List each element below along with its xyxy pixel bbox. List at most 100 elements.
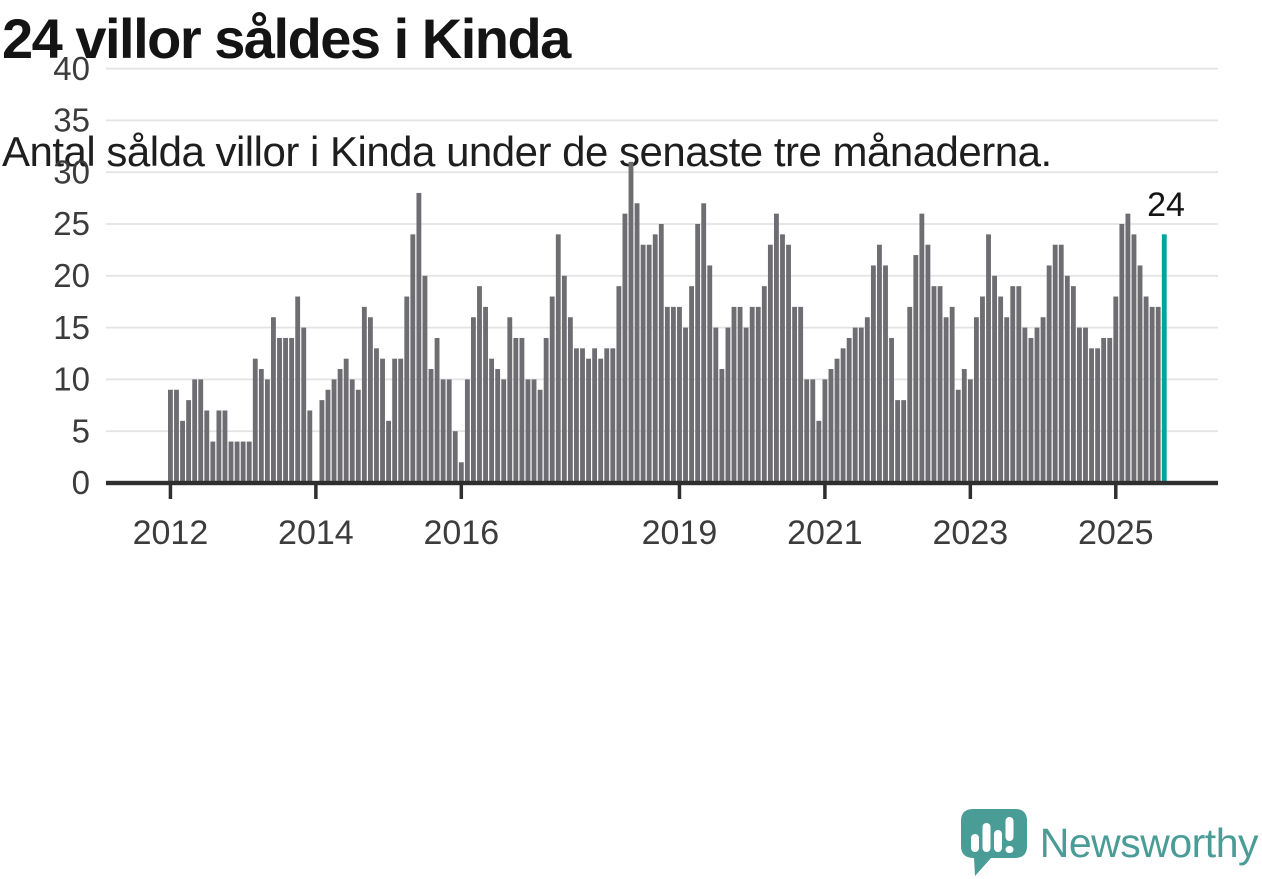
bar-month-30 <box>349 379 355 483</box>
bar-month-119 <box>889 337 894 483</box>
bar-month-142 <box>1028 337 1034 483</box>
x-axis-line <box>106 480 1218 486</box>
bar-month-162 <box>1149 306 1155 483</box>
bar-month-73 <box>610 348 616 483</box>
bar-month-135 <box>986 234 991 483</box>
bar-month-41 <box>416 192 422 483</box>
bar-month-9 <box>222 410 228 483</box>
bar-month-77 <box>634 203 640 483</box>
bar-month-74 <box>616 286 622 483</box>
bar-month-50 <box>471 317 476 483</box>
y-axis-label-15: 15 <box>53 309 90 346</box>
bar-month-27 <box>331 379 337 483</box>
y-axis-label-0: 0 <box>72 464 90 501</box>
bar-month-100 <box>774 213 779 483</box>
bar-month-156 <box>1113 296 1119 483</box>
bar-month-145 <box>1046 265 1052 483</box>
bar-month-70 <box>592 348 598 483</box>
bar-month-79 <box>646 244 652 483</box>
bar-month-69 <box>586 358 591 483</box>
bar-month-12 <box>240 441 246 483</box>
bar-month-19 <box>283 337 288 483</box>
x-axis-label-2023: 2023 <box>933 514 1009 552</box>
bar-month-93 <box>731 306 737 483</box>
bar-month-102 <box>786 244 791 483</box>
bar-month-117 <box>877 244 882 483</box>
bar-month-150 <box>1077 327 1082 483</box>
bar-month-85 <box>683 327 688 483</box>
bar-month-14 <box>252 358 258 483</box>
bar-month-46 <box>446 379 452 483</box>
bar-month-146 <box>1052 244 1058 483</box>
bar-month-138 <box>1004 317 1010 483</box>
bar-month-112 <box>846 337 852 483</box>
bar-month-57 <box>513 337 519 483</box>
bar-month-18 <box>277 337 282 483</box>
bar-month-113 <box>852 327 858 483</box>
bar-month-151 <box>1083 327 1088 483</box>
bar-month-111 <box>840 348 846 483</box>
bar-month-20 <box>289 337 295 483</box>
bar-month-155 <box>1107 337 1113 483</box>
bar-month-103 <box>792 306 798 483</box>
bar-month-124 <box>919 213 925 483</box>
x-axis-label-2025: 2025 <box>1078 514 1154 552</box>
x-axis-tick-2021 <box>823 485 827 499</box>
bar-month-54 <box>495 369 501 483</box>
bar-month-68 <box>580 348 585 483</box>
bar-month-99 <box>767 244 773 483</box>
x-axis-tick-2019 <box>677 485 682 499</box>
bar-month-65 <box>561 275 567 483</box>
bar-month-0 <box>168 389 173 483</box>
y-axis-label-40: 40 <box>53 50 90 87</box>
bar-month-44 <box>434 337 440 483</box>
bar-month-13 <box>246 441 252 483</box>
bar-month-140 <box>1016 286 1022 483</box>
bar-month-61 <box>537 389 543 483</box>
bar-month-78 <box>640 244 646 483</box>
bar-month-118 <box>883 265 888 483</box>
bar-month-120 <box>895 400 901 483</box>
y-axis-label-20: 20 <box>53 257 90 294</box>
bar-month-43 <box>428 369 434 483</box>
bar-month-38 <box>398 358 404 483</box>
bar-month-86 <box>689 286 695 483</box>
x-axis-label-2021: 2021 <box>787 514 863 552</box>
bar-month-56 <box>507 317 513 483</box>
bar-month-49 <box>464 379 470 483</box>
bar-month-127 <box>937 286 943 483</box>
bar-month-71 <box>598 358 604 483</box>
bar-month-83 <box>670 306 676 483</box>
bar-month-126 <box>931 286 937 483</box>
bar-month-154 <box>1101 337 1107 483</box>
x-axis-tick-2025 <box>1114 485 1118 499</box>
bar-month-25 <box>319 400 325 483</box>
bar-month-89 <box>707 265 713 483</box>
bar-month-2 <box>180 420 185 483</box>
bar-month-16 <box>264 379 270 483</box>
logo-bars-glyph <box>970 817 1014 853</box>
bar-month-52 <box>483 306 488 483</box>
gridline-y-30 <box>106 171 1218 174</box>
bar-month-36 <box>386 420 392 483</box>
bar-month-26 <box>325 389 331 483</box>
bar-month-67 <box>574 348 579 483</box>
bar-month-60 <box>531 379 537 483</box>
x-axis-tick-2012 <box>168 485 173 499</box>
bar-month-91 <box>719 369 725 483</box>
bar-month-45 <box>440 379 446 483</box>
bar-month-4 <box>192 379 198 483</box>
bar-month-160 <box>1137 265 1143 483</box>
bar-month-92 <box>725 327 731 483</box>
bar-month-51 <box>477 286 482 483</box>
bar-month-39 <box>404 296 410 483</box>
y-axis-label-35: 35 <box>53 102 90 139</box>
newsworthy-logo: Newsworthy <box>960 808 1259 879</box>
bar-month-159 <box>1131 234 1137 483</box>
bar-month-55 <box>501 379 507 483</box>
gridline-y-40 <box>106 67 1218 70</box>
bar-month-95 <box>743 327 749 483</box>
bar-month-33 <box>367 317 373 483</box>
bar-month-88 <box>701 203 707 483</box>
